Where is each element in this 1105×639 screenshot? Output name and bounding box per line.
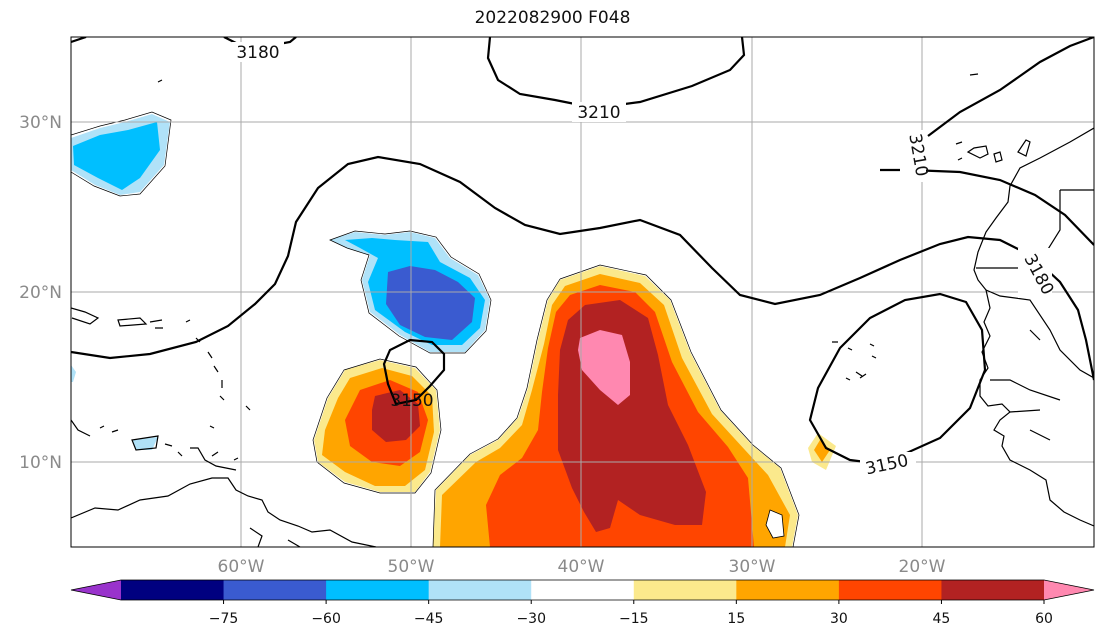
- contour-label-3150-west: 3150: [390, 391, 433, 411]
- colorbar-tick-label: 60: [1035, 611, 1053, 627]
- contour-label-3210-center: 3210: [577, 103, 620, 123]
- lon-label-30w: 30°W: [729, 557, 776, 577]
- positive-anomaly-west: [314, 360, 440, 492]
- lon-label-40w: 40°W: [558, 557, 605, 577]
- lon-label-60w: 60°W: [218, 557, 265, 577]
- lat-label-10n: 10°N: [19, 453, 62, 473]
- colorbar-segment: [428, 580, 532, 600]
- colorbar-extend-min: [71, 580, 121, 600]
- positive-anomaly-main: [433, 266, 798, 547]
- colorbar-segment: [531, 580, 635, 600]
- colorbar-segment: [633, 580, 737, 600]
- height-contours: [71, 37, 1094, 464]
- lat-label-30n: 30°N: [19, 113, 62, 133]
- colorbar-tick-label: −60: [311, 611, 341, 627]
- colorbar-tick-label: 15: [727, 611, 745, 627]
- negative-anomaly-nw: [71, 114, 170, 195]
- colorbar-segment: [941, 580, 1045, 600]
- contour-labels: 3180 3210 3210 3180 3150 3150: [232, 42, 1057, 479]
- map-frame: [70, 36, 1095, 548]
- anomaly-outlines: [71, 111, 800, 547]
- longitude-labels: 60°W 50°W 40°W 30°W 20°W: [218, 557, 946, 577]
- colorbar-outline: [70, 579, 1095, 601]
- negative-anomaly-small: [132, 437, 158, 450]
- colorbar-segment: [121, 580, 225, 600]
- contour-label-3180-nw: 3180: [236, 43, 279, 63]
- chart-title: 2022082900 F048: [474, 8, 631, 28]
- coastlines: [71, 73, 1094, 547]
- colorbar-segment: [223, 580, 327, 600]
- lat-label-20n: 20°N: [19, 283, 62, 303]
- colorbar-tick-label: 45: [933, 611, 951, 627]
- colorbar-tick-label: −75: [209, 611, 239, 627]
- colorbar-segment: [736, 580, 840, 600]
- positive-anomaly-small-core: [814, 440, 830, 462]
- colorbar-tick-label: −45: [414, 611, 444, 627]
- colorbar-tick-label: −30: [516, 611, 546, 627]
- colorbar-ticks: −75 −60 −45 −30 −15 15 30 45 60 75: [209, 611, 1053, 627]
- lon-label-20w: 20°W: [899, 557, 946, 577]
- colorbar-tick-label: 30: [830, 611, 848, 627]
- lon-label-50w: 50°W: [388, 557, 435, 577]
- map-panel: 3180 3210 3210 3180 3150 3150: [71, 37, 1094, 547]
- latitude-labels: 30°N 20°N 10°N: [19, 113, 62, 473]
- negative-anomaly-edge: [71, 365, 76, 382]
- colorbar-segment: [326, 580, 430, 600]
- colorbar-segment: [838, 580, 942, 600]
- colorbar: [70, 579, 1095, 604]
- colorbar-extend-max: [1044, 580, 1094, 600]
- colorbar-tick-label: −15: [619, 611, 649, 627]
